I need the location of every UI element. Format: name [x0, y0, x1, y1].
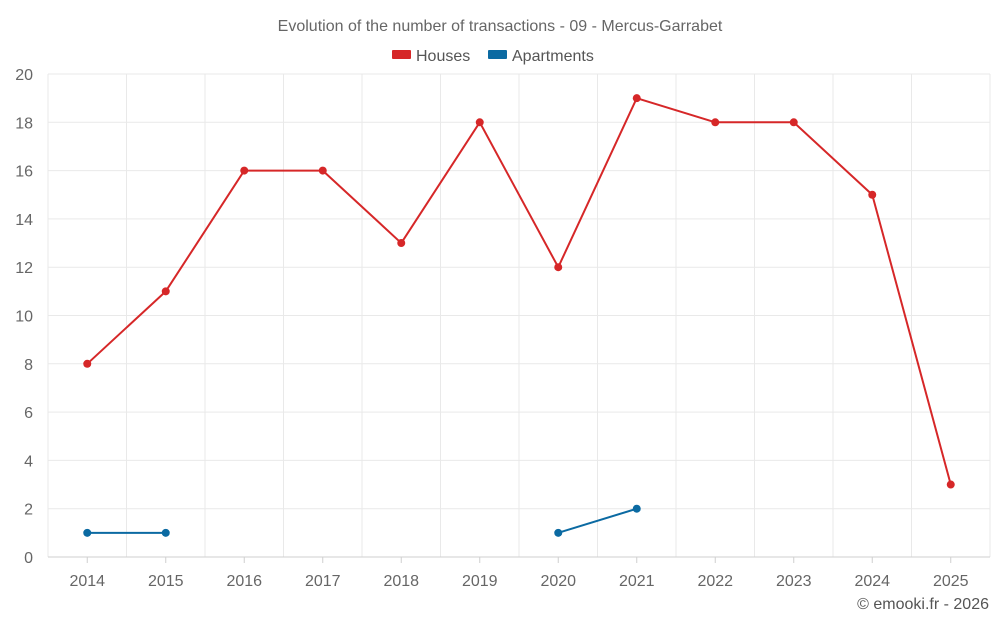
x-tick-label: 2017	[305, 573, 341, 590]
x-tick-label: 2015	[148, 573, 184, 590]
legend-item-houses[interactable]: Houses	[392, 48, 470, 65]
y-tick-label: 20	[15, 67, 33, 84]
data-point-apartments[interactable]	[554, 528, 563, 537]
data-point-houses[interactable]	[868, 190, 877, 199]
y-tick-label: 16	[15, 164, 33, 181]
data-point-apartments[interactable]	[632, 504, 641, 513]
y-tick-label: 12	[15, 260, 33, 277]
series-houses	[83, 94, 955, 489]
legend: Houses Apartments	[392, 48, 594, 65]
axes: 0 2 4 6 8 10 12 14 16 18 20 2014 2015 2016 2017 2018 201…	[15, 67, 990, 590]
y-tick-label: 18	[15, 115, 33, 132]
x-tick-label: 2019	[462, 573, 498, 590]
data-point-houses[interactable]	[632, 94, 641, 103]
x-tick-label: 2018	[383, 573, 419, 590]
data-point-houses[interactable]	[946, 480, 955, 489]
series-line-houses	[86, 97, 952, 485]
copyright-text: © emooki.fr - 2026	[857, 596, 989, 613]
data-point-houses[interactable]	[789, 118, 798, 127]
y-tick-label: 8	[24, 357, 33, 374]
legend-item-apartments[interactable]: Apartments	[488, 48, 594, 65]
data-point-houses[interactable]	[161, 287, 170, 296]
chart-title: Evolution of the number of transactions …	[278, 18, 723, 35]
y-tick-label: 2	[24, 502, 33, 519]
y-tick-label: 14	[15, 212, 33, 229]
grid	[47, 73, 991, 557]
series-line-apartments	[557, 507, 638, 534]
legend-label-apartments: Apartments	[512, 48, 594, 65]
x-tick-label: 2021	[619, 573, 655, 590]
legend-swatch-houses	[392, 50, 411, 59]
legend-label-houses: Houses	[416, 48, 470, 65]
series-apartments	[83, 504, 641, 537]
x-tick-label: 2014	[69, 573, 105, 590]
x-tick-label: 2025	[933, 573, 969, 590]
data-point-houses[interactable]	[554, 263, 563, 272]
data-point-houses[interactable]	[711, 118, 720, 127]
x-tick-label: 2016	[226, 573, 262, 590]
y-tick-label: 4	[24, 453, 33, 470]
data-point-houses[interactable]	[240, 166, 249, 175]
data-point-houses[interactable]	[397, 239, 406, 248]
legend-swatch-apartments	[488, 50, 507, 59]
data-point-houses[interactable]	[318, 166, 327, 175]
y-tick-label: 6	[24, 405, 33, 422]
x-tick-label: 2024	[854, 573, 890, 590]
y-tick-label: 0	[24, 550, 33, 567]
x-tick-label: 2020	[540, 573, 576, 590]
x-tick-label: 2023	[776, 573, 812, 590]
series	[83, 94, 955, 537]
x-tick-label: 2022	[697, 573, 733, 590]
data-point-houses[interactable]	[83, 359, 92, 368]
data-point-apartments[interactable]	[161, 528, 170, 537]
data-point-apartments[interactable]	[83, 528, 92, 537]
data-point-houses[interactable]	[475, 118, 484, 127]
y-tick-label: 10	[15, 309, 33, 326]
